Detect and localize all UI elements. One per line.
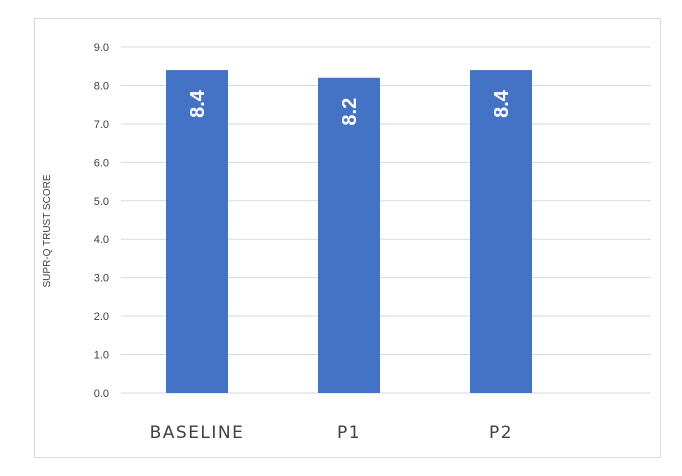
bar-value-label: 8.4	[491, 89, 513, 118]
y-tick-label: 8.0	[94, 80, 109, 92]
y-tick-label: 4.0	[94, 234, 109, 246]
bar-value-label: 8.2	[339, 98, 361, 126]
bar-p1	[318, 77, 380, 393]
y-tick-label: 7.0	[94, 119, 109, 131]
bar-chart: 0.01.02.03.04.05.06.07.08.09.0 8.4 8.2 8.4…	[42, 42, 651, 443]
y-tick-label: 1.0	[94, 350, 109, 362]
chart-frame: 0.0 1.0 2.0 3.0 4.0 5.0 6.0 7.0 8.0 9.0 8.4 8.2 8.4…	[34, 18, 661, 458]
y-axis-ticks: 0.0 1.0 2.0 3.0 4.0 5.0 6.0 7.0 8.0 9.0	[94, 42, 109, 400]
x-category-label: P1	[337, 423, 361, 443]
x-category-label: P2	[489, 423, 513, 443]
y-axis-title: SUPR-Q TRUST SCORE	[42, 174, 53, 287]
bar-baseline	[166, 70, 228, 394]
bar-value-label: 8.4	[187, 89, 209, 118]
y-tick-label: 6.0	[94, 157, 109, 169]
x-category-label: BASELINE	[150, 423, 245, 443]
x-axis-categories: BASELINE P1 P2	[150, 423, 513, 443]
y-tick-label: 3.0	[94, 273, 109, 285]
y-tick-label: 9.0	[94, 42, 109, 54]
bars: 8.4 8.2 8.4	[166, 70, 532, 394]
y-tick-label: 2.0	[94, 311, 109, 323]
y-tick-label: 5.0	[94, 196, 109, 208]
y-tick-label: 0.0	[94, 388, 109, 400]
bar-p2	[470, 70, 532, 394]
